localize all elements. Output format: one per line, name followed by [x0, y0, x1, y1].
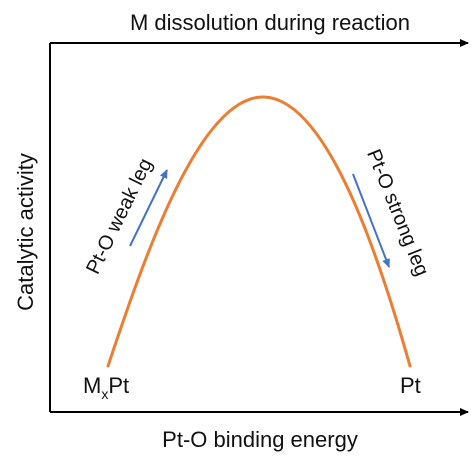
right-end-label: Pt: [400, 373, 421, 398]
activity-volcano-curve: [106, 95, 412, 368]
left-end-suffix: Pt: [108, 373, 129, 398]
strong-leg-arrow: [352, 173, 390, 268]
left-end-base: M: [83, 373, 101, 398]
weak-leg-arrow: [129, 169, 168, 247]
left-end-subscript: x: [101, 386, 108, 402]
strong-leg-label: Pt-O strong leg: [362, 146, 433, 279]
top-title: M dissolution during reaction: [130, 10, 410, 35]
y-axis-label: Catalytic activity: [13, 153, 38, 311]
left-end-label: MxPt: [83, 373, 129, 402]
x-axis-label: Pt-O binding energy: [162, 427, 358, 452]
